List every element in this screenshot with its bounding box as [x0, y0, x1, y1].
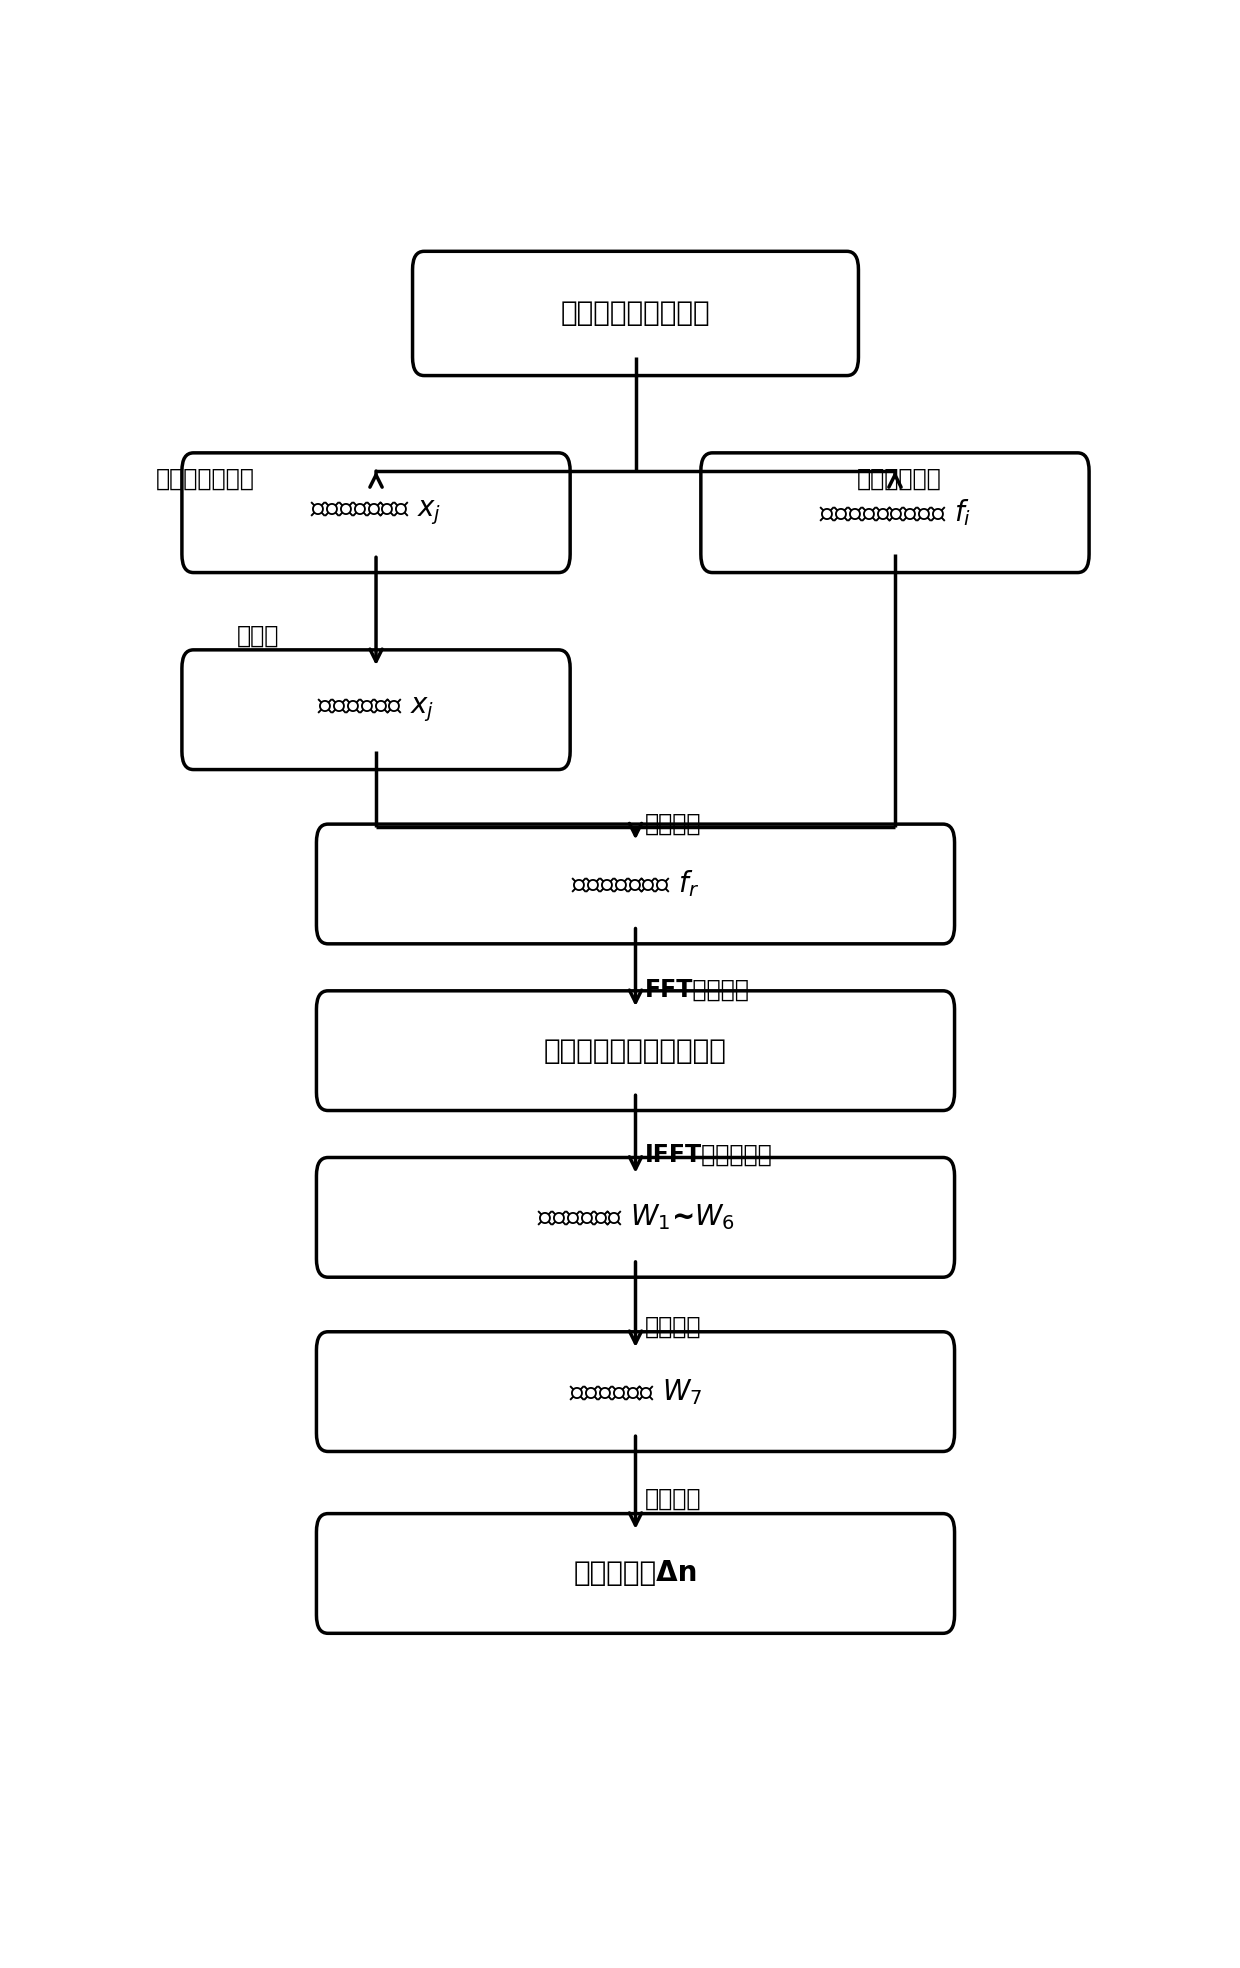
Text: 非均匀采样序列 $x_j$: 非均匀采样序列 $x_j$ [310, 498, 441, 527]
Text: 空腔波面信息 $W_7$: 空腔波面信息 $W_7$ [569, 1378, 702, 1407]
FancyBboxPatch shape [701, 453, 1089, 573]
Text: 波长调谐移相干涉图: 波长调谐移相干涉图 [560, 299, 711, 327]
FancyBboxPatch shape [182, 649, 570, 769]
FancyBboxPatch shape [316, 825, 955, 945]
Text: 叠加干涉区域: 叠加干涉区域 [857, 466, 941, 490]
Text: 均匀采样序列 $x_j$: 均匀采样序列 $x_j$ [317, 695, 435, 724]
FancyBboxPatch shape [316, 1332, 955, 1452]
FancyBboxPatch shape [316, 1513, 955, 1633]
Text: IFFT、相位计算: IFFT、相位计算 [645, 1143, 773, 1167]
Text: 光学均匀性Δn: 光学均匀性Δn [573, 1559, 698, 1588]
FancyBboxPatch shape [182, 453, 570, 573]
Text: 空腔测试: 空腔测试 [645, 1315, 702, 1338]
FancyBboxPatch shape [316, 1157, 955, 1277]
Text: 联立计算: 联立计算 [645, 1486, 702, 1511]
Text: 各点非均匀干涉数据 $f_i$: 各点非均匀干涉数据 $f_i$ [818, 498, 971, 527]
Text: 过采样: 过采样 [237, 624, 279, 647]
Text: 卷积平滑: 卷积平滑 [645, 813, 702, 836]
Text: FFT、退卷积: FFT、退卷积 [645, 978, 750, 1002]
Text: 条纹波面信息 $W_1$~$W_6$: 条纹波面信息 $W_1$~$W_6$ [537, 1202, 734, 1232]
FancyBboxPatch shape [316, 990, 955, 1110]
FancyBboxPatch shape [413, 252, 858, 376]
Text: 非叠加干涉区域: 非叠加干涉区域 [156, 466, 255, 490]
Text: 高斯网格离散値 $f_r$: 高斯网格离散値 $f_r$ [572, 868, 699, 899]
Text: 不同腔长下的条纹频谱图: 不同腔长下的条纹频谱图 [544, 1037, 727, 1065]
